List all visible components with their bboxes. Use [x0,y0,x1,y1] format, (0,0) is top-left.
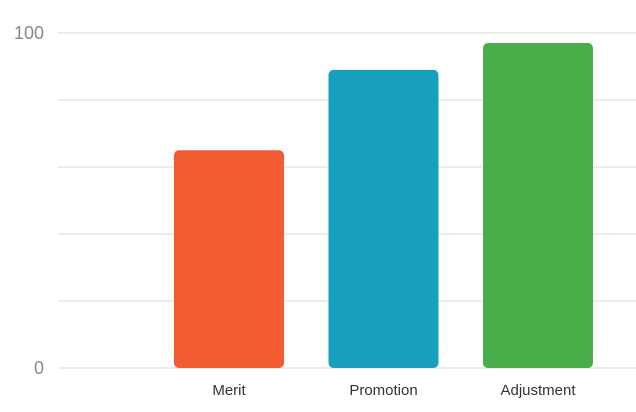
x-tick-label-merit: Merit [212,382,246,399]
y-tick-label: 100 [14,23,44,43]
x-tick-label-adjustment: Adjustment [500,382,576,399]
bar-adjustment [483,43,593,369]
bars [174,43,593,369]
bar-merit [174,150,284,368]
x-tick-label-promotion: Promotion [349,382,417,399]
x-axis-labels: Merit Promotion Adjustment [212,382,576,399]
bar-promotion [328,69,439,368]
y-tick-label: 0 [34,358,44,378]
y-axis-ticks: 0 100 [14,23,44,378]
